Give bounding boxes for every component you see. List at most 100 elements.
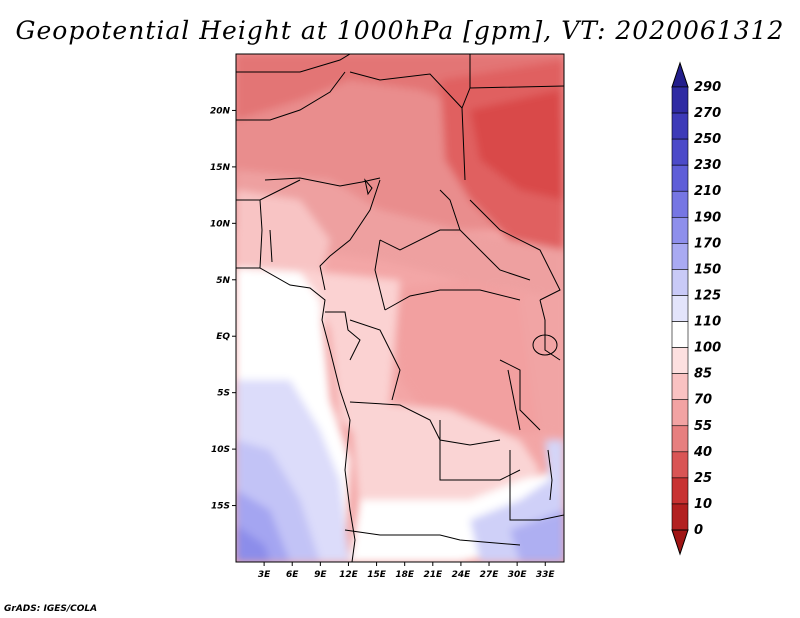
x-tick-label: 9E [314, 570, 327, 580]
border-mali-niger [236, 71, 346, 121]
colorbar-swatch [671, 321, 689, 348]
colorbar-label: 10 [694, 497, 712, 512]
colorbar-swatch [671, 243, 689, 270]
lake-malawi [547, 449, 553, 501]
colorbar-label: 250 [694, 132, 721, 147]
x-tick-label: 30E [508, 570, 528, 580]
field-southwest-deepest [236, 525, 270, 562]
field-central-basin [390, 280, 550, 440]
x-tick-label: 33E [536, 570, 556, 580]
colorbar-label: 55 [694, 419, 712, 434]
chart-title: Geopotential Height at 1000hPa [gpm], VT… [15, 16, 785, 45]
colorbar-label: 110 [694, 315, 721, 330]
y-tick-label: EQ [216, 332, 230, 342]
colorbar-top-arrow [671, 61, 689, 88]
border-egypt-sudan [461, 87, 471, 109]
border-zambia-mozambique [509, 450, 564, 521]
colorbar-label: 150 [694, 262, 721, 277]
colorbar-label: 170 [694, 236, 721, 251]
border-nigeria-niger [264, 177, 381, 187]
colorbar-swatch [671, 451, 689, 479]
border-drc-angola [349, 401, 501, 446]
x-tick-label: 27E [480, 570, 500, 580]
field-west-africa-light [236, 190, 330, 280]
colorbar-label: 270 [694, 106, 721, 121]
colorbar-swatch [671, 216, 689, 244]
colorbar-label: 125 [694, 288, 721, 303]
field-sudan-core [470, 90, 564, 200]
colorbar-swatch [671, 190, 689, 218]
country-boundaries [236, 54, 564, 562]
y-tick-label: 10N [210, 219, 231, 229]
border-tanzania [499, 359, 541, 431]
lake-tanganyika [507, 369, 521, 431]
colorbar-swatch [671, 399, 689, 427]
lakes [364, 178, 558, 501]
x-tick-label: 21E [423, 570, 443, 580]
colorbar-label: 25 [694, 471, 712, 486]
x-tick-label: 12E [339, 570, 359, 580]
border-gabon [325, 311, 361, 361]
field-east-coast-blue [545, 440, 564, 500]
colorbar-label: 290 [694, 80, 721, 95]
border-west-africa-coast [236, 267, 356, 562]
field-southeast-deep [510, 510, 564, 562]
colorbar-swatch [671, 164, 689, 192]
lake-chad [364, 178, 373, 196]
border-libya-niger [236, 54, 351, 73]
lake-victoria [532, 334, 558, 356]
x-tick-label: 15E [367, 570, 387, 580]
x-tick-label: 3E [258, 570, 271, 580]
colorbar-swatch [671, 86, 689, 114]
credit-label: GrADS: IGES/COLA [4, 604, 98, 614]
border-nigeria-cameroon [319, 179, 381, 291]
colorbar-swatch [671, 373, 689, 401]
border-angola-namibia [344, 529, 521, 546]
height-field [236, 54, 564, 562]
colorbar-bottom-arrow [671, 529, 689, 556]
colorbar-swatch [671, 295, 689, 322]
border-south-sudan [469, 199, 561, 301]
colorbar-label: 210 [694, 184, 721, 199]
y-tick-label: 15N [210, 163, 231, 173]
colorbar-label: 190 [694, 210, 721, 225]
field-east-highlands [520, 290, 564, 440]
border-niger-chad [349, 71, 466, 181]
border-chad-car [379, 229, 460, 251]
x-axis: 3E 6E 9E 12E 15E 18E 21E 24E 27E 30E 33E [258, 562, 556, 580]
colorbar-label: 0 [694, 523, 703, 538]
border-ghana-togo [259, 199, 263, 269]
y-tick-label: 20N [210, 106, 231, 116]
x-tick-label: 24E [452, 570, 472, 580]
y-tick-label: 15S [211, 502, 230, 512]
border-benin [269, 229, 273, 263]
colorbar-label: 85 [694, 367, 712, 382]
field-angola [350, 400, 540, 520]
x-tick-label: 18E [395, 570, 415, 580]
border-congo-drc [349, 319, 401, 401]
map-frame [235, 53, 565, 563]
y-tick-label: 5S [217, 389, 230, 399]
border-car-drc [384, 289, 521, 311]
border-cameroon-car [374, 239, 386, 311]
colorbar-label: 70 [694, 393, 712, 408]
colorbar-swatch [671, 425, 689, 453]
field-sahel-mid [236, 170, 564, 300]
y-tick-label: 5N [216, 276, 230, 286]
y-axis: 20N 15N 10N 5N EQ 5S 10S 15S [210, 106, 236, 512]
border-burkina [236, 179, 301, 201]
y-tick-label: 10S [211, 445, 230, 455]
colorbar-swatch [671, 269, 689, 296]
colorbar-label: 40 [693, 445, 712, 460]
x-tick-label: 6E [286, 570, 299, 580]
colorbar-swatch [671, 503, 689, 531]
colorbar-swatch [671, 112, 689, 140]
colorbar-swatch [671, 347, 689, 374]
colorbar-label: 100 [694, 341, 721, 356]
colorbar-label: 230 [694, 158, 721, 173]
border-chad-sudan [439, 189, 531, 281]
colorbar-swatch [671, 138, 689, 166]
colorbar: 2902702502302101901701501251101008570554… [671, 61, 721, 556]
colorbar-swatch [671, 477, 689, 505]
